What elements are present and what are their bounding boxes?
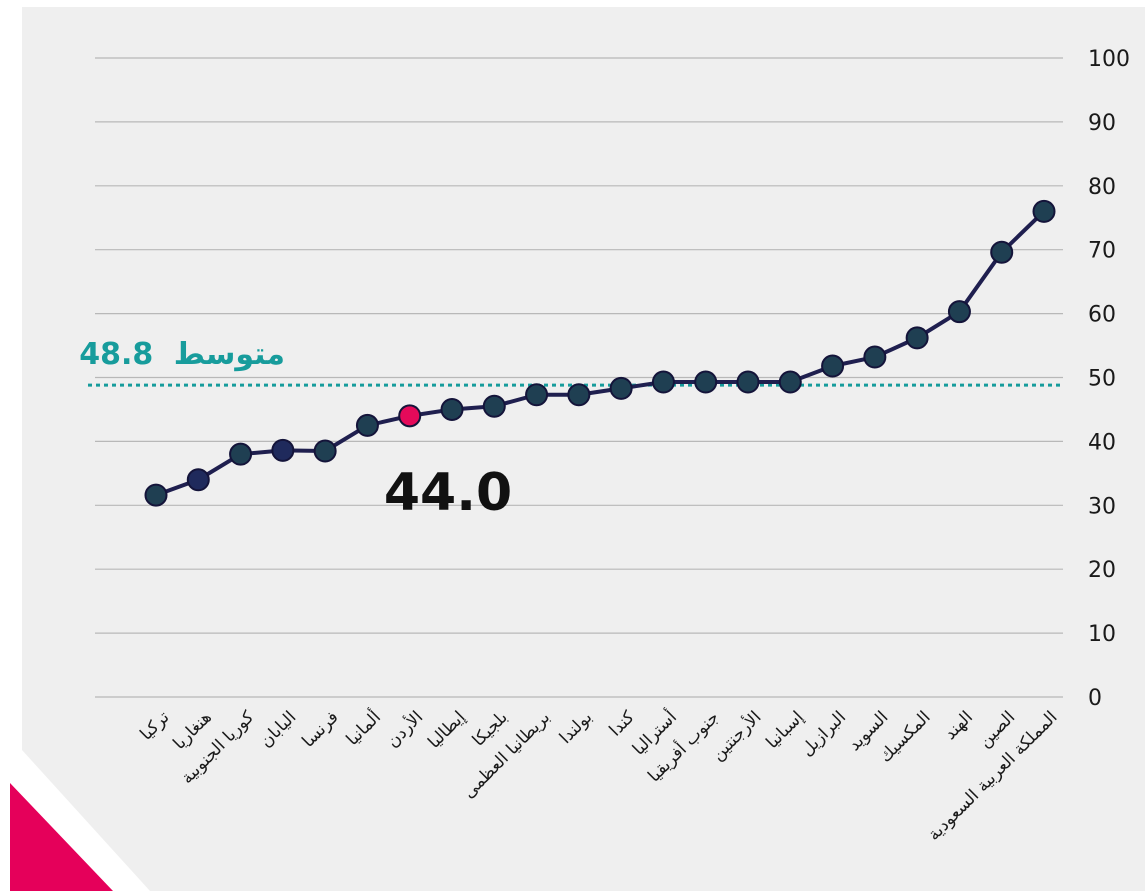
y-tick-label: 20 — [1088, 558, 1116, 583]
data-point — [271, 438, 295, 462]
data-point — [821, 354, 845, 378]
corner-accent-triangle — [10, 783, 113, 891]
data-point — [651, 370, 675, 394]
data-point — [313, 439, 337, 463]
average-label: 48.8 متوسط — [79, 337, 285, 372]
data-points — [144, 199, 1056, 507]
data-point — [398, 404, 422, 428]
data-point — [863, 345, 887, 369]
y-tick-label: 90 — [1088, 111, 1116, 136]
data-point — [947, 300, 971, 324]
data-point — [440, 397, 464, 421]
y-tick-label: 10 — [1088, 622, 1116, 647]
data-point — [186, 468, 210, 492]
chart-background — [22, 7, 1145, 891]
data-point — [905, 326, 929, 350]
y-tick-label: 0 — [1088, 686, 1102, 711]
series-line — [155, 209, 1046, 497]
average-value: 48.8 — [79, 337, 153, 372]
y-tick-label: 50 — [1088, 367, 1116, 392]
highlight-value-label: 44.0 — [384, 463, 512, 523]
y-tick-label: 60 — [1088, 303, 1116, 328]
data-point — [778, 370, 802, 394]
data-point — [609, 376, 633, 400]
data-point — [355, 413, 379, 437]
data-point — [567, 383, 591, 407]
data-point — [990, 240, 1014, 264]
data-point — [482, 394, 506, 418]
average-word: متوسط — [174, 337, 285, 372]
data-point — [525, 383, 549, 407]
data-point — [144, 483, 168, 507]
y-tick-label: 30 — [1088, 494, 1116, 519]
gridlines — [95, 57, 1063, 698]
data-point — [694, 370, 718, 394]
data-point — [229, 442, 253, 466]
y-tick-label: 100 — [1088, 47, 1130, 72]
data-point — [1032, 199, 1056, 223]
data-point — [736, 370, 760, 394]
y-tick-label: 80 — [1088, 175, 1116, 200]
y-tick-label: 40 — [1088, 430, 1116, 455]
y-axis-tick-labels: 0 10 20 30 40 50 60 70 80 90 100 — [1088, 47, 1130, 711]
y-tick-label: 70 — [1088, 239, 1116, 264]
